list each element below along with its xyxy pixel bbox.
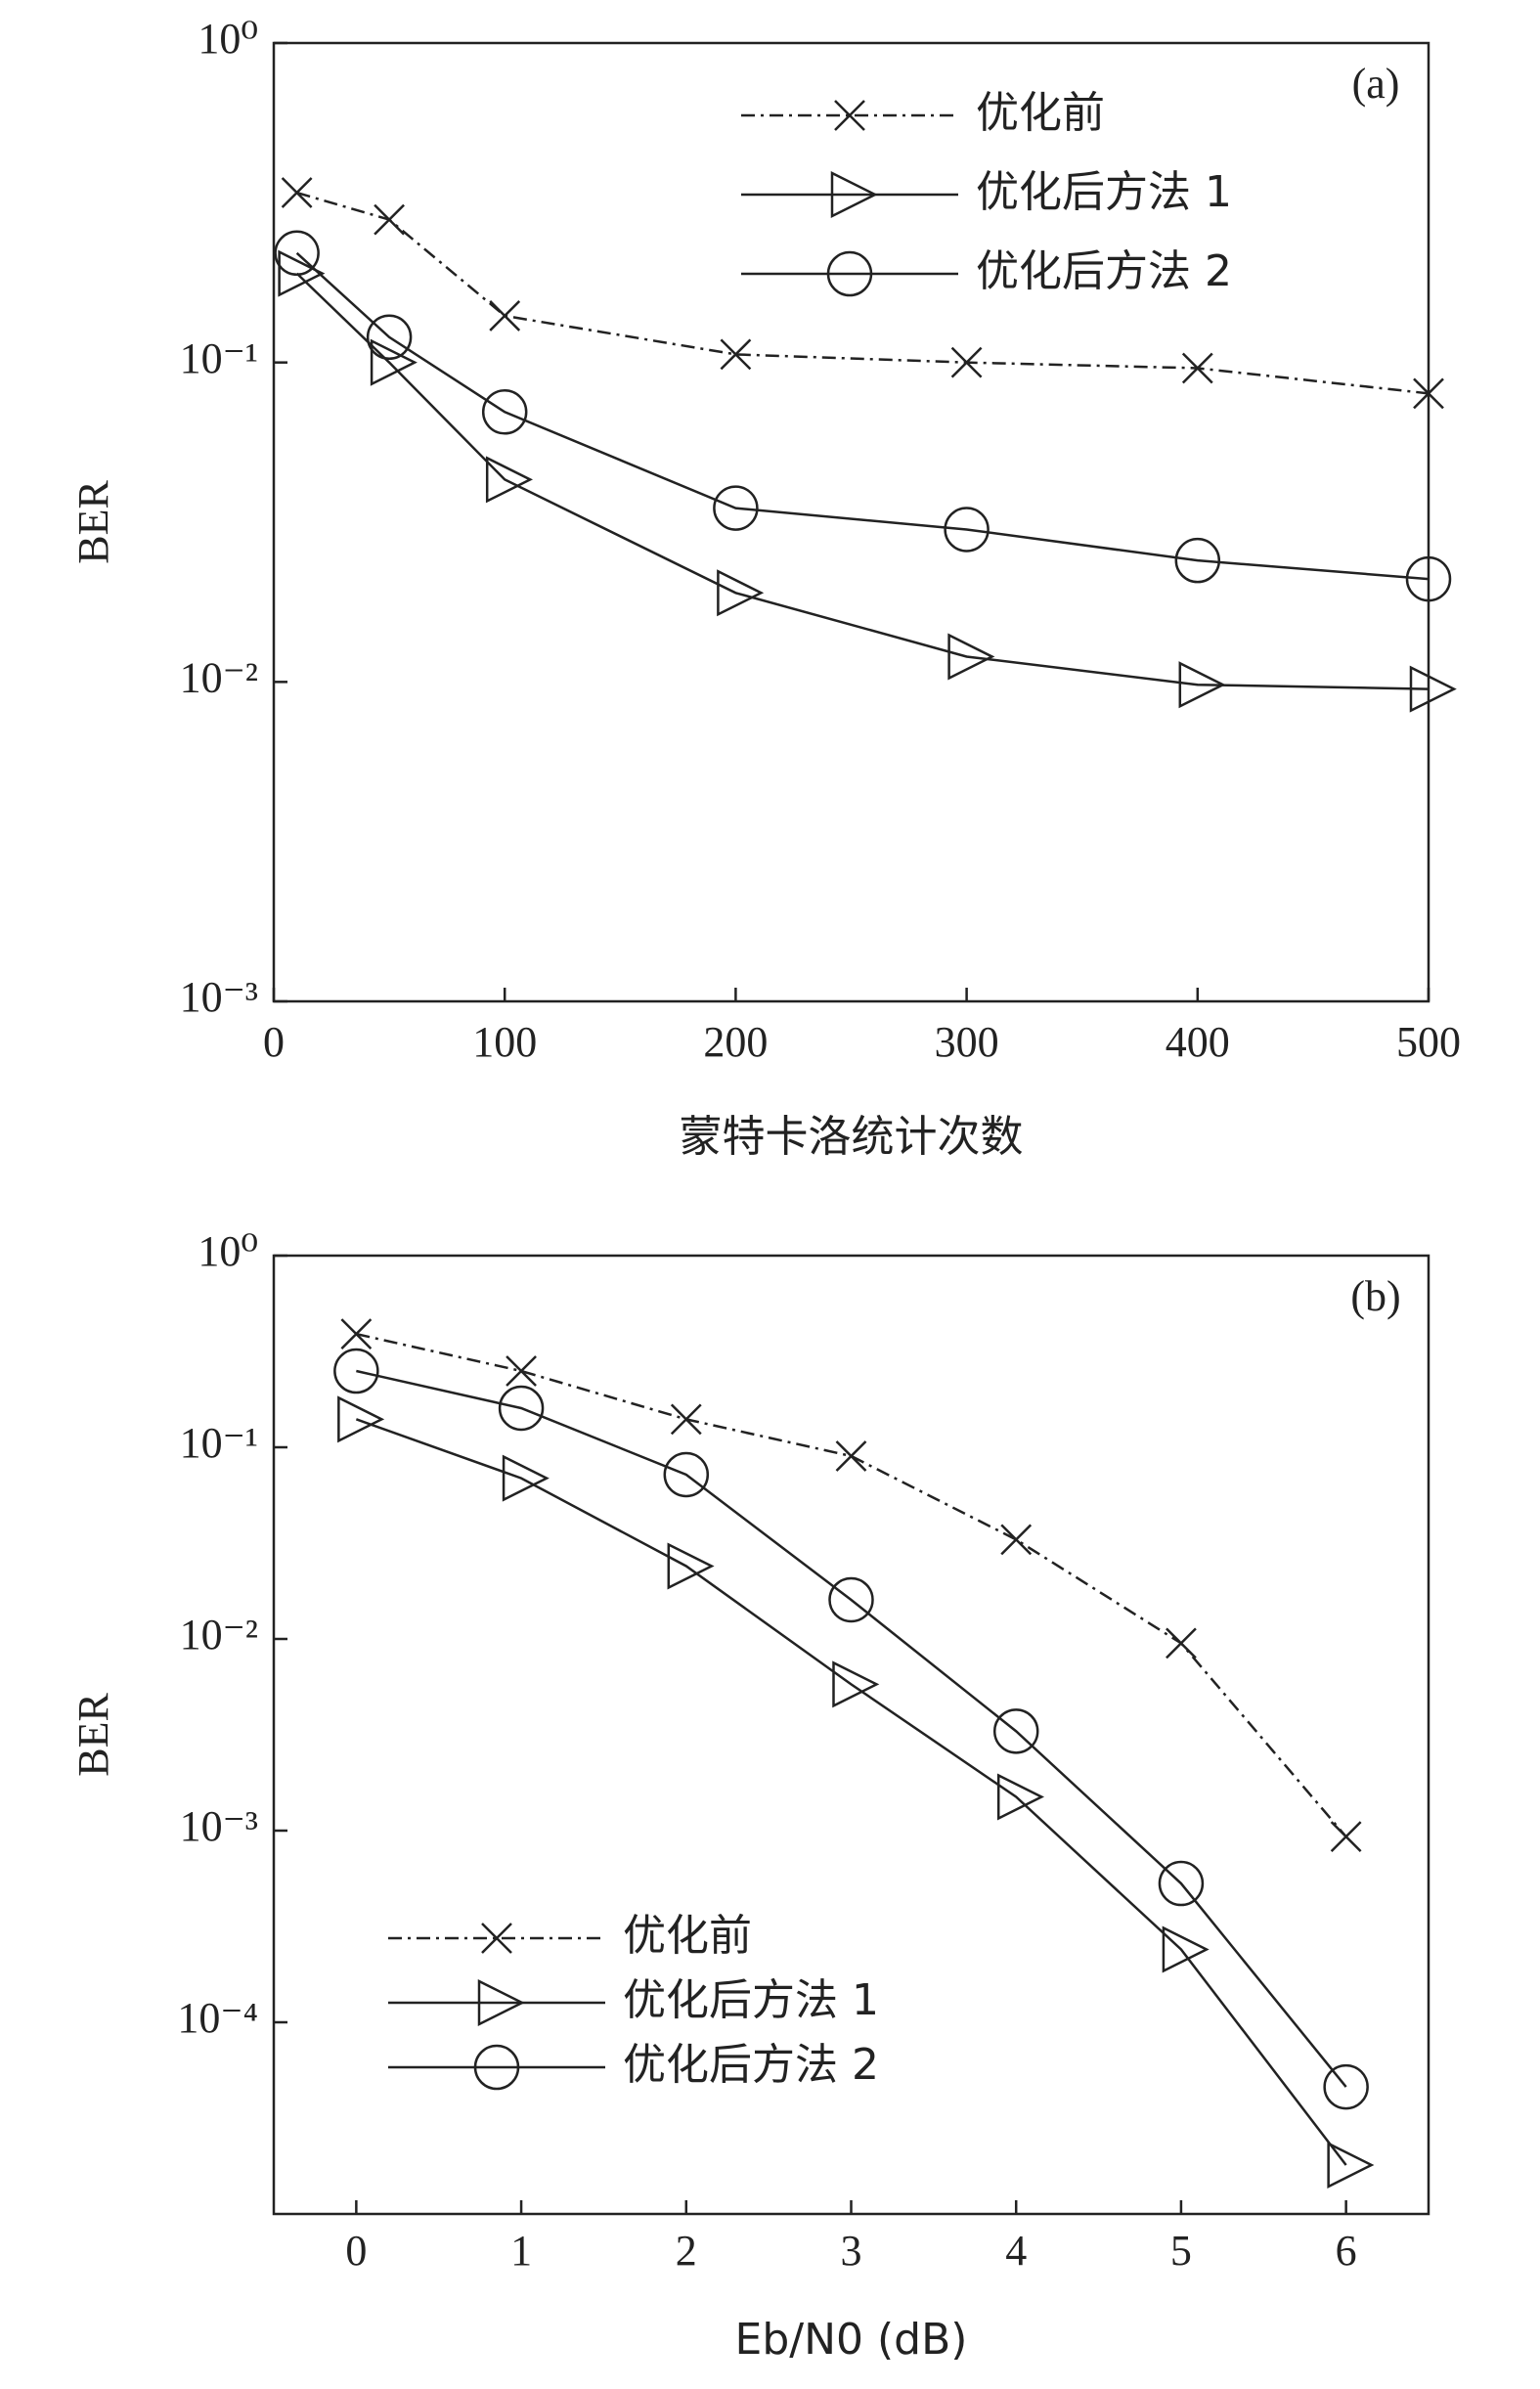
plot-frame — [272, 41, 1430, 1003]
marker-triangle — [337, 1395, 385, 1443]
legend-label: 优化前 — [976, 88, 1105, 138]
marker-circle — [473, 2044, 520, 2091]
series-line — [295, 251, 1430, 581]
marker-circle — [826, 250, 873, 297]
x-tick-label: 0 — [345, 2227, 367, 2275]
y-tick-label: 10⁻³ — [180, 973, 258, 1021]
marker-triangle — [667, 1542, 715, 1590]
y-tick-label: 10⁻² — [180, 653, 258, 701]
marker-circle — [333, 1348, 379, 1394]
y-tick-label: 10⁻² — [180, 1611, 258, 1659]
marker-triangle — [370, 338, 418, 386]
x-tick-label: 5 — [1170, 2227, 1192, 2275]
marker-circle — [1323, 2063, 1369, 2110]
marker-circle — [944, 507, 990, 553]
y-axis-label: BER — [69, 480, 117, 564]
series-line — [356, 1332, 1347, 1837]
marker-x — [670, 1403, 702, 1436]
x-tick-label: 4 — [1005, 2227, 1027, 2275]
y-tick-label: 10⁻¹ — [180, 1419, 258, 1467]
marker-triangle — [1409, 665, 1457, 713]
marker-circle — [481, 389, 528, 435]
marker-triangle — [1162, 1925, 1210, 1973]
marker-circle — [713, 485, 759, 531]
x-tick-label: 100 — [472, 1018, 537, 1066]
marker-triangle — [477, 1978, 525, 2027]
marker-triangle — [996, 1773, 1045, 1821]
marker-x — [374, 203, 405, 236]
marker-x — [1181, 352, 1213, 384]
marker-triangle — [502, 1454, 550, 1502]
marker-triangle — [830, 170, 878, 219]
marker-x — [834, 100, 865, 131]
x-tick-label: 1 — [510, 2227, 532, 2275]
marker-x — [1166, 1627, 1197, 1659]
series-line — [355, 1418, 1347, 2166]
marker-circle — [828, 1576, 874, 1623]
marker-circle — [498, 1385, 545, 1432]
marker-x — [950, 346, 983, 378]
y-tick-label: 10⁻³ — [180, 1802, 258, 1850]
marker-x — [506, 1355, 537, 1387]
marker-triangle — [1178, 661, 1226, 709]
marker-triangle — [1327, 2141, 1375, 2189]
y-tick-label: 10⁻¹ — [180, 334, 258, 382]
x-axis-label: 蒙特卡洛统计次数 — [680, 1112, 1024, 1162]
series-line — [296, 191, 1430, 395]
panel-label: (b) — [1350, 1272, 1400, 1320]
marker-circle — [366, 314, 413, 361]
y-tick-label: 10⁰ — [198, 15, 258, 63]
marker-triangle — [832, 1660, 880, 1708]
marker-x — [720, 338, 752, 371]
series-line — [356, 1369, 1347, 2088]
marker-x — [835, 1440, 867, 1472]
marker-x — [281, 177, 313, 208]
series-line — [295, 272, 1430, 690]
marker-circle — [274, 230, 320, 277]
x-tick-label: 500 — [1396, 1018, 1461, 1066]
legend-label: 优化后方法 1 — [623, 1975, 879, 2025]
marker-x — [1000, 1524, 1033, 1556]
marker-circle — [1158, 1860, 1205, 1907]
marker-x — [1330, 1821, 1362, 1853]
x-axis-label: Eb/N0 (dB) — [735, 2315, 968, 2365]
marker-triangle — [717, 569, 765, 617]
marker-x — [1413, 377, 1444, 410]
marker-triangle — [485, 456, 533, 504]
marker-circle — [1174, 537, 1221, 584]
marker-circle — [663, 1451, 710, 1498]
legend-label: 优化后方法 2 — [976, 246, 1232, 296]
x-tick-label: 3 — [841, 2227, 862, 2275]
x-tick-label: 400 — [1166, 1018, 1230, 1066]
marker-circle — [1405, 555, 1452, 602]
marker-triangle — [947, 633, 995, 681]
legend-label: 优化后方法 2 — [623, 2040, 879, 2090]
x-tick-label: 2 — [676, 2227, 697, 2275]
marker-x — [340, 1318, 373, 1350]
legend-label: 优化后方法 1 — [976, 167, 1232, 217]
y-tick-label: 10⁻⁴ — [177, 1994, 258, 2042]
x-tick-label: 200 — [703, 1018, 768, 1066]
y-tick-label: 10⁰ — [198, 1227, 258, 1275]
x-tick-label: 6 — [1336, 2227, 1357, 2275]
panel-label: (a) — [1352, 60, 1400, 108]
x-tick-label: 0 — [263, 1018, 285, 1066]
marker-x — [489, 300, 521, 332]
x-tick-label: 300 — [935, 1018, 999, 1066]
y-axis-label: BER — [69, 1693, 117, 1777]
marker-triangle — [278, 249, 326, 297]
marker-x — [481, 1923, 512, 1954]
marker-circle — [992, 1708, 1039, 1754]
legend-label: 优化前 — [623, 1911, 752, 1961]
